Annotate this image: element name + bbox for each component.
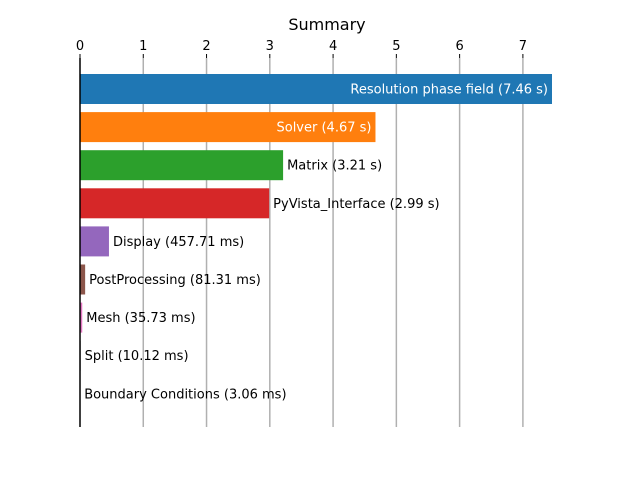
bar-label: PyVista_Interface (2.99 s) (273, 197, 439, 212)
bar (80, 264, 86, 295)
x-tick-label: 1 (139, 39, 147, 54)
bars: Resolution phase field (7.46 s) Solver (4… (80, 74, 552, 409)
bar-label: Display (457.71 ms) (113, 235, 244, 250)
bar-label: PostProcessing (81.31 ms) (89, 273, 261, 288)
bar-label: Resolution phase field (7.46 s) (350, 83, 548, 98)
bar (80, 150, 284, 181)
bar (80, 74, 552, 104)
x-tick-label: 6 (455, 39, 463, 54)
bar-label: Boundary Conditions (3.06 ms) (84, 387, 286, 402)
bar (80, 112, 376, 143)
bar (80, 188, 270, 219)
bar-label: Split (10.12 ms) (85, 349, 189, 364)
bar (80, 226, 109, 257)
x-tick-label: 3 (266, 39, 274, 54)
x-tick-label: 2 (202, 39, 210, 54)
x-tick-label: 4 (329, 39, 337, 54)
x-tick-label: 0 (76, 39, 84, 54)
x-axis-ticks: 0 1 2 3 4 5 6 7 (76, 39, 527, 58)
bar (80, 302, 83, 333)
chart-title: Summary (288, 15, 365, 34)
x-tick-label: 7 (519, 39, 527, 54)
bar-label: Mesh (35.73 ms) (86, 311, 195, 326)
bar-label: Matrix (3.21 s) (287, 159, 382, 174)
x-tick-label: 5 (392, 39, 400, 54)
bar-label: Solver (4.67 s) (276, 121, 371, 136)
